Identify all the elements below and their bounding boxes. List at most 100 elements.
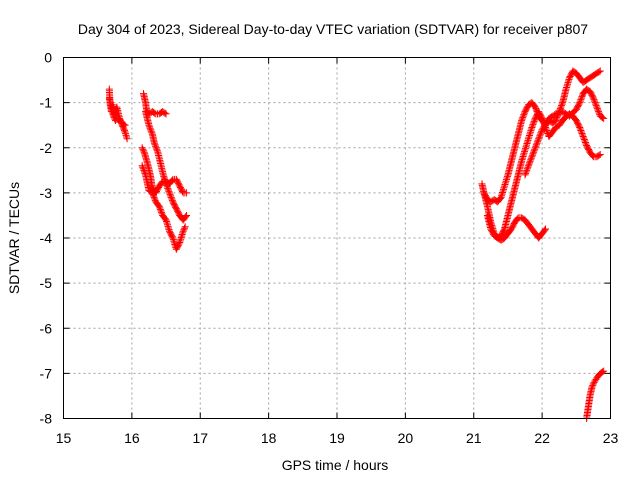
data-point bbox=[122, 131, 130, 139]
data-point bbox=[152, 142, 160, 150]
data-point bbox=[577, 96, 585, 104]
data-point bbox=[527, 154, 535, 162]
data-point bbox=[596, 151, 604, 159]
data-point bbox=[148, 189, 156, 197]
data-point bbox=[576, 125, 584, 133]
data-point bbox=[526, 157, 534, 165]
data-point bbox=[537, 129, 545, 137]
x-tick-label: 18 bbox=[261, 430, 277, 446]
data-point bbox=[591, 377, 599, 385]
x-tick-label: 23 bbox=[603, 430, 619, 446]
data-point bbox=[580, 134, 588, 142]
data-point bbox=[524, 163, 532, 171]
x-tick-labels: 15 16 17 18 19 20 21 22 23 bbox=[56, 430, 619, 446]
plot-frame bbox=[63, 57, 611, 419]
data-point bbox=[528, 122, 536, 130]
data-point bbox=[109, 112, 117, 120]
data-point bbox=[538, 114, 546, 122]
data-point bbox=[153, 147, 161, 155]
data-point bbox=[528, 153, 536, 161]
data-point bbox=[532, 142, 540, 150]
y-tick-label: -1 bbox=[40, 95, 53, 111]
data-point bbox=[599, 114, 607, 122]
data-point bbox=[165, 189, 173, 197]
data-point bbox=[577, 128, 585, 136]
x-tick-label: 20 bbox=[398, 430, 414, 446]
data-point bbox=[181, 224, 189, 232]
data-point bbox=[592, 102, 600, 110]
series-arc-a1 bbox=[105, 85, 131, 143]
data-point bbox=[120, 127, 128, 135]
data-point bbox=[593, 105, 601, 113]
data-point bbox=[528, 151, 536, 159]
data-point bbox=[150, 192, 158, 200]
data-point bbox=[531, 144, 539, 152]
data-point bbox=[538, 127, 546, 135]
data-point bbox=[155, 202, 163, 210]
data-point bbox=[526, 159, 534, 167]
data-point bbox=[525, 160, 533, 168]
data-point bbox=[534, 136, 542, 144]
data-point bbox=[536, 130, 544, 138]
data-point bbox=[590, 96, 598, 104]
data-point bbox=[530, 119, 538, 127]
data-point bbox=[534, 138, 542, 146]
data-point bbox=[557, 102, 565, 110]
data-point bbox=[121, 121, 129, 129]
data-point bbox=[543, 126, 551, 134]
data-point bbox=[590, 378, 598, 386]
data-point bbox=[575, 122, 583, 130]
y-tick-label: -7 bbox=[40, 365, 53, 381]
data-point bbox=[578, 129, 586, 137]
data-point bbox=[165, 187, 173, 195]
data-point bbox=[151, 141, 159, 149]
data-point bbox=[179, 227, 187, 235]
data-point bbox=[542, 225, 550, 233]
data-point bbox=[181, 223, 189, 231]
data-point bbox=[150, 139, 158, 147]
data-point bbox=[592, 100, 600, 108]
data-point bbox=[156, 204, 164, 212]
data-point bbox=[576, 97, 584, 105]
data-point bbox=[600, 114, 608, 122]
data-point bbox=[595, 151, 603, 159]
data-point bbox=[145, 121, 153, 129]
data-point bbox=[530, 148, 538, 156]
y-tick-label: -2 bbox=[40, 140, 53, 156]
data-point bbox=[168, 195, 176, 203]
data-markers bbox=[105, 67, 608, 422]
data-point bbox=[581, 137, 589, 145]
data-point bbox=[527, 156, 535, 164]
data-point bbox=[166, 190, 174, 198]
data-point bbox=[138, 144, 146, 152]
data-point bbox=[150, 193, 158, 201]
data-point bbox=[589, 93, 597, 101]
data-point bbox=[152, 144, 160, 152]
data-point bbox=[518, 115, 526, 123]
series-arc-b3 bbox=[138, 144, 191, 197]
data-point bbox=[522, 168, 530, 176]
x-tick-label: 16 bbox=[124, 430, 140, 446]
data-point bbox=[175, 240, 183, 248]
data-point bbox=[183, 189, 191, 197]
data-point bbox=[530, 147, 538, 155]
data-point bbox=[121, 128, 129, 136]
data-point bbox=[589, 380, 597, 388]
data-point bbox=[552, 117, 560, 125]
series-arc-d1 bbox=[583, 367, 608, 422]
data-point bbox=[600, 367, 608, 375]
data-point bbox=[182, 213, 190, 221]
data-point bbox=[591, 99, 599, 107]
data-point bbox=[120, 120, 128, 128]
data-point bbox=[599, 368, 607, 376]
data-point bbox=[139, 165, 147, 173]
data-point bbox=[532, 141, 540, 149]
data-point bbox=[595, 109, 603, 117]
y-tick-label: -6 bbox=[40, 320, 53, 336]
series-arc-a2 bbox=[105, 94, 129, 129]
x-tick-label: 22 bbox=[534, 430, 550, 446]
data-point bbox=[167, 193, 175, 201]
data-point bbox=[168, 196, 176, 204]
data-point bbox=[500, 226, 508, 234]
